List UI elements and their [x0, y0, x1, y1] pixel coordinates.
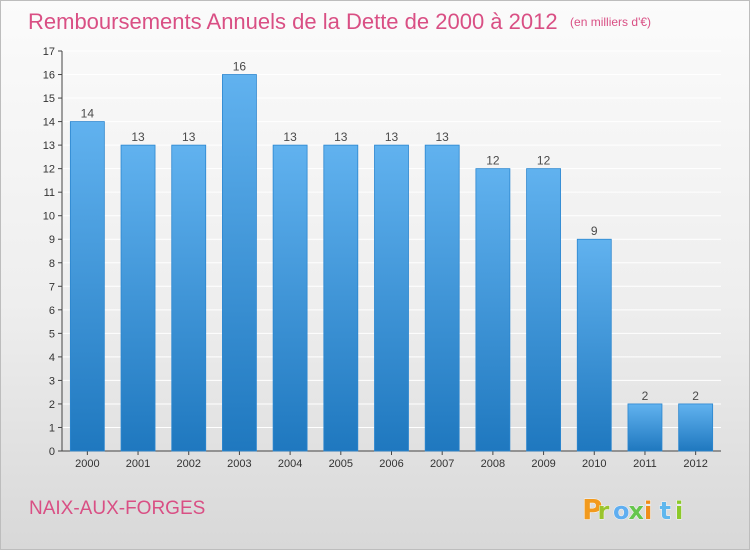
chart-title: Remboursements Annuels de la Dette de 20… [28, 9, 558, 34]
x-tick-label-2009: 2009 [531, 458, 555, 470]
bar-2011 [627, 403, 663, 452]
x-tick-label-2010: 2010 [582, 458, 606, 470]
y-tick-label: 11 [44, 187, 55, 199]
logo-letter: x [629, 497, 645, 525]
bar-2004 [272, 144, 308, 452]
logo-letter: i [644, 497, 652, 525]
x-tick-label-2005: 2005 [329, 458, 353, 470]
data-label-2006: 13 [385, 130, 399, 144]
x-tick-label-2006: 2006 [379, 458, 403, 470]
x-tick-label-2007: 2007 [430, 458, 454, 470]
proxiti-logo: Pr o x i t i [582, 493, 684, 527]
data-label-2000: 14 [81, 107, 95, 121]
y-tick-label: 7 [49, 281, 55, 293]
x-tick-label-2000: 2000 [75, 458, 99, 470]
bar-2003 [222, 74, 257, 452]
bar-2005 [323, 144, 359, 452]
bar-2002 [171, 144, 207, 452]
logo-letter: i [675, 497, 683, 525]
data-label-2012: 2 [692, 389, 699, 403]
y-tick-label: 8 [49, 258, 55, 270]
data-label-2010: 9 [591, 224, 598, 238]
data-label-2007: 13 [436, 130, 450, 144]
data-label-2004: 13 [283, 130, 297, 144]
y-tick-label: 1 [49, 422, 55, 434]
bar-2006 [374, 144, 409, 452]
chart-title-block: Remboursements Annuels de la Dette de 20… [28, 9, 651, 35]
x-tick-label-2011: 2011 [633, 458, 657, 470]
x-tick-label-2012: 2012 [683, 458, 707, 470]
x-tick-label-2002: 2002 [176, 458, 200, 470]
bar-2000 [69, 121, 105, 452]
data-label-2008: 12 [486, 154, 500, 168]
data-label-2009: 12 [537, 154, 551, 168]
bars [69, 74, 714, 452]
bar-2012 [678, 403, 714, 452]
bar-2009 [526, 168, 561, 452]
labels: 0123456789101112131415161714200013200113… [43, 46, 708, 470]
x-tick-label-2004: 2004 [278, 458, 302, 470]
y-tick-label: 6 [49, 305, 55, 317]
commune-name: NAIX-AUX-FORGES [29, 498, 206, 519]
bar-2007 [424, 144, 460, 452]
data-label-2002: 13 [182, 130, 196, 144]
y-tick-label: 16 [43, 70, 55, 82]
y-tick-label: 4 [49, 352, 55, 364]
y-tick-label: 5 [49, 328, 55, 340]
logo-letter: t [660, 497, 671, 525]
y-tick-label: 0 [49, 446, 55, 458]
bar-2010 [576, 238, 612, 452]
data-label-2005: 13 [334, 130, 348, 144]
bar-2001 [120, 144, 156, 452]
x-tick-label-2008: 2008 [481, 458, 505, 470]
y-tick-label: 10 [43, 211, 55, 223]
y-tick-label: 2 [49, 399, 55, 411]
y-tick-label: 17 [43, 46, 55, 58]
x-tick-label-2001: 2001 [126, 458, 150, 470]
y-tick-label: 9 [49, 234, 55, 246]
y-tick-label: 15 [43, 93, 55, 105]
data-label-2011: 2 [642, 389, 649, 403]
bar-2008 [475, 168, 511, 452]
data-label-2001: 13 [131, 130, 145, 144]
y-tick-label: 14 [43, 117, 55, 129]
logo-letter: o [613, 497, 630, 525]
chart-subtitle: (en milliers d'€) [570, 15, 652, 29]
y-tick-label: 13 [43, 140, 55, 152]
y-tick-label: 3 [49, 375, 55, 387]
x-tick-label-2003: 2003 [227, 458, 251, 470]
logo-letter: r [598, 497, 610, 525]
y-tick-label: 12 [43, 164, 55, 176]
data-label-2003: 16 [233, 60, 247, 74]
logo-letter: P [582, 493, 603, 526]
